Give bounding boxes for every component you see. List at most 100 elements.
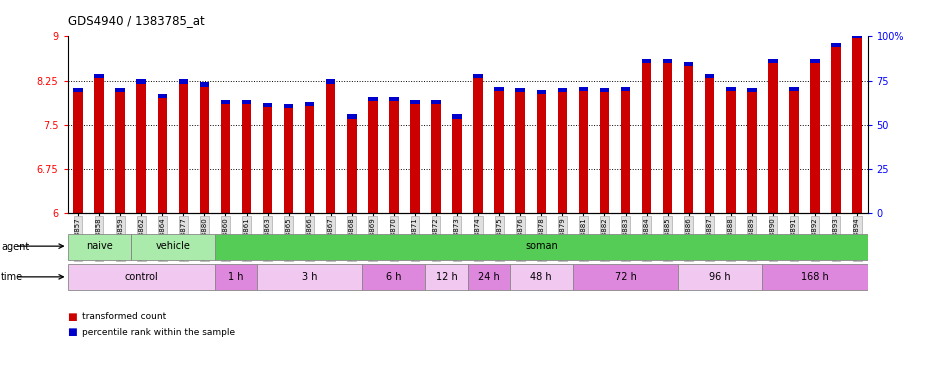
Bar — [137, 84, 146, 213]
Bar — [536, 90, 546, 94]
Bar — [221, 100, 230, 104]
Bar — [326, 79, 336, 84]
Bar — [599, 93, 610, 213]
Bar — [368, 97, 377, 101]
Bar — [68, 234, 130, 260]
Bar — [215, 234, 868, 260]
Bar — [368, 101, 377, 213]
Bar — [515, 93, 525, 213]
Bar — [684, 66, 694, 213]
Text: GDS4940 / 1383785_at: GDS4940 / 1383785_at — [68, 14, 204, 27]
Bar — [215, 265, 257, 290]
Text: 96 h: 96 h — [709, 272, 731, 282]
Text: 6 h: 6 h — [386, 272, 401, 282]
Bar — [515, 88, 525, 93]
Bar — [495, 86, 504, 91]
Text: 72 h: 72 h — [614, 272, 636, 282]
Bar — [410, 104, 420, 213]
Text: agent: agent — [1, 242, 30, 252]
Text: time: time — [1, 272, 23, 283]
Text: 12 h: 12 h — [436, 272, 457, 282]
Bar — [832, 47, 841, 213]
Bar — [684, 62, 694, 66]
Bar — [536, 94, 546, 213]
Bar — [200, 86, 209, 213]
Bar — [663, 63, 672, 213]
Bar — [431, 100, 440, 104]
Bar — [389, 97, 399, 101]
Bar — [452, 114, 462, 119]
Bar — [137, 79, 146, 84]
Bar — [663, 59, 672, 63]
Bar — [789, 91, 798, 213]
Bar — [116, 88, 125, 93]
Bar — [426, 265, 468, 290]
Bar — [558, 88, 567, 93]
Bar — [621, 86, 630, 91]
Bar — [832, 43, 841, 47]
Bar — [68, 265, 215, 290]
Bar — [130, 234, 215, 260]
Bar — [642, 63, 651, 213]
Bar — [73, 93, 83, 213]
Bar — [157, 98, 167, 213]
Bar — [263, 107, 272, 213]
Bar — [726, 91, 735, 213]
Bar — [200, 83, 209, 86]
Bar — [747, 88, 757, 93]
Bar — [558, 93, 567, 213]
Bar — [157, 94, 167, 98]
Bar — [474, 78, 483, 213]
Text: control: control — [124, 272, 158, 282]
Bar — [621, 91, 630, 213]
Text: transformed count: transformed count — [82, 312, 166, 321]
Bar — [810, 59, 820, 63]
Text: 3 h: 3 h — [302, 272, 317, 282]
Text: percentile rank within the sample: percentile rank within the sample — [82, 328, 236, 337]
Bar — [768, 63, 778, 213]
Bar — [431, 104, 440, 213]
Bar — [762, 265, 868, 290]
Bar — [452, 119, 462, 213]
Bar — [94, 74, 104, 78]
Bar — [510, 265, 573, 290]
Text: soman: soman — [524, 241, 558, 251]
Bar — [747, 93, 757, 213]
Bar — [474, 74, 483, 78]
Bar — [347, 114, 356, 119]
Bar — [579, 91, 588, 213]
Bar — [705, 78, 714, 213]
Bar — [642, 59, 651, 63]
Text: 48 h: 48 h — [530, 272, 552, 282]
Bar — [363, 265, 426, 290]
Bar — [768, 59, 778, 63]
Bar — [852, 33, 862, 38]
Text: 24 h: 24 h — [478, 272, 500, 282]
Bar — [257, 265, 363, 290]
Text: 1 h: 1 h — [228, 272, 243, 282]
Bar — [495, 91, 504, 213]
Bar — [852, 38, 862, 213]
Bar — [284, 104, 293, 108]
Bar — [73, 88, 83, 93]
Bar — [789, 86, 798, 91]
Bar — [284, 108, 293, 213]
Bar — [726, 86, 735, 91]
Bar — [579, 86, 588, 91]
Bar — [467, 265, 510, 290]
Bar — [705, 74, 714, 78]
Text: naive: naive — [86, 241, 113, 251]
Text: ■: ■ — [68, 327, 78, 337]
Bar — [389, 101, 399, 213]
Bar — [326, 84, 336, 213]
Bar — [347, 119, 356, 213]
Bar — [410, 100, 420, 104]
Bar — [179, 79, 188, 84]
Bar — [241, 100, 252, 104]
Bar — [305, 106, 314, 213]
Bar — [678, 265, 762, 290]
Bar — [599, 88, 610, 93]
Text: ■: ■ — [68, 312, 78, 322]
Bar — [221, 104, 230, 213]
Bar — [573, 265, 678, 290]
